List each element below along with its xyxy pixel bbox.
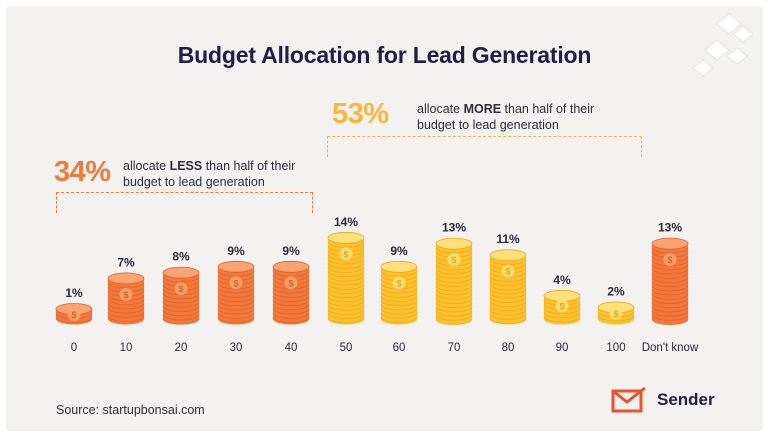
less-bracket (56, 192, 313, 213)
value-label: 4% (553, 273, 571, 287)
coin-stack-10: $ (107, 272, 145, 325)
coin-stack-40: $ (272, 260, 310, 325)
svg-text:$: $ (71, 310, 76, 320)
coin-stack-20: $ (162, 266, 200, 325)
value-label: 11% (496, 232, 520, 246)
more-bracket (327, 136, 642, 157)
value-label: 9% (282, 244, 300, 258)
value-label: 2% (607, 284, 625, 298)
value-label: 13% (658, 221, 682, 235)
value-label: 9% (390, 244, 408, 258)
brand-logo: Sender (611, 387, 715, 413)
category-label: Don't know (642, 342, 699, 354)
coin-stack-50: $ (327, 231, 365, 325)
infographic-card: Budget Allocation for Lead Generation 34… (6, 6, 763, 431)
category-label: 30 (230, 342, 243, 354)
coin-stack-30: $ (217, 260, 255, 325)
svg-text:$: $ (451, 255, 456, 265)
svg-text:$: $ (505, 267, 510, 277)
category-label: 60 (393, 342, 406, 354)
more-text-line2: budget to lead generation (417, 118, 559, 132)
category-label: 90 (556, 342, 569, 354)
less-text: allocate LESS than half of their budget … (123, 158, 295, 190)
value-label: 8% (172, 250, 190, 264)
more-text: allocate MORE than half of their budget … (417, 101, 594, 133)
coin-stack-0: $ (55, 303, 93, 325)
svg-text:$: $ (288, 278, 293, 288)
less-percent: 34% (54, 156, 111, 188)
value-label: 13% (442, 221, 466, 235)
value-label: 9% (227, 244, 245, 258)
svg-text:$: $ (178, 284, 183, 294)
category-label: 80 (502, 342, 515, 354)
value-label: 14% (334, 215, 358, 229)
decorative-diamonds-icon (692, 13, 754, 77)
brand-name: Sender (657, 390, 715, 409)
coin-stack-60: $ (380, 260, 418, 325)
more-text-line1: allocate MORE than half of their (417, 102, 595, 116)
value-label: 7% (117, 255, 135, 269)
less-text-line2: budget to lead generation (123, 175, 265, 189)
svg-text:$: $ (613, 309, 618, 319)
svg-text:$: $ (233, 278, 238, 288)
svg-text:$: $ (396, 278, 401, 288)
more-percent: 53% (332, 98, 389, 130)
svg-text:$: $ (559, 301, 564, 311)
svg-text:$: $ (667, 255, 672, 265)
source-note: Source: startupbonsai.com (56, 403, 205, 417)
less-text-line1: allocate LESS than half of their (123, 159, 296, 173)
envelope-logo-icon (611, 387, 646, 413)
category-label: 40 (285, 342, 298, 354)
category-label: 50 (340, 342, 353, 354)
coin-stack-70: $ (435, 237, 473, 325)
coin-stack-90: $ (543, 289, 581, 325)
category-label: 20 (175, 342, 188, 354)
coin-stack-chart: $1% 0 $7% 10 $8% 20 $9% 30 $9% 40 $14% 50 $9% 60 $13% 7… (55, 215, 699, 354)
category-label: 0 (71, 342, 77, 354)
category-label: 70 (448, 342, 461, 354)
svg-text:$: $ (343, 249, 348, 259)
coin-stack-don-t-know: $ (651, 237, 689, 325)
category-label: 100 (606, 342, 625, 354)
coin-stack-100: $ (597, 301, 635, 325)
svg-text:$: $ (123, 290, 128, 300)
chart-title: Budget Allocation for Lead Generation (177, 42, 592, 68)
value-label: 1% (65, 286, 83, 300)
coin-stack-80: $ (489, 249, 527, 325)
category-label: 10 (120, 342, 133, 354)
